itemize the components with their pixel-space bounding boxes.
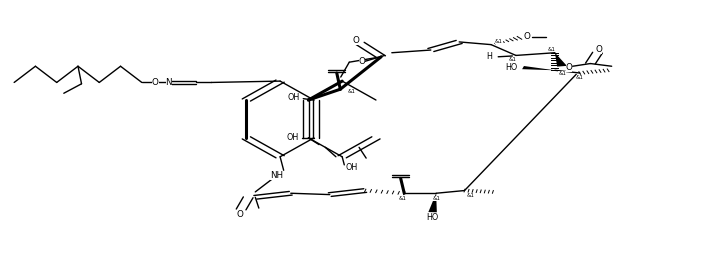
Text: O: O [595, 45, 602, 54]
Text: &1: &1 [347, 90, 355, 94]
Text: HO: HO [505, 63, 518, 72]
Text: &1: &1 [432, 196, 440, 201]
Polygon shape [522, 66, 555, 70]
Polygon shape [429, 193, 437, 212]
Text: NH: NH [270, 171, 283, 180]
Text: O: O [236, 210, 243, 219]
Text: &1: &1 [495, 39, 503, 44]
Text: O: O [523, 32, 530, 41]
Text: OH: OH [288, 93, 300, 102]
Text: O: O [152, 78, 159, 87]
Text: O: O [359, 57, 365, 66]
Text: &1: &1 [398, 196, 406, 201]
Text: &1: &1 [576, 75, 584, 79]
Text: N: N [165, 78, 172, 87]
Text: &1: &1 [558, 71, 566, 76]
Text: &1: &1 [548, 47, 555, 52]
Text: H: H [486, 52, 492, 61]
Text: OH: OH [286, 133, 298, 142]
Text: &1: &1 [508, 57, 516, 62]
Polygon shape [555, 53, 567, 67]
Text: O: O [353, 35, 360, 44]
Text: &1: &1 [466, 193, 474, 198]
Text: O: O [565, 63, 572, 72]
Text: OH: OH [346, 163, 358, 172]
Text: HO: HO [426, 212, 439, 221]
